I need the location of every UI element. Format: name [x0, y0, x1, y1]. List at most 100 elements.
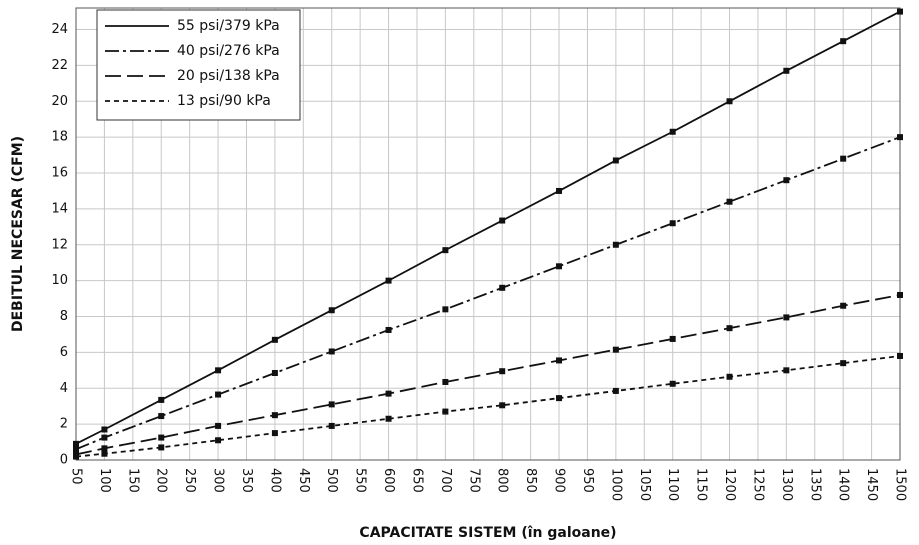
y-tick-label: 16 — [51, 166, 68, 181]
data-point — [158, 444, 165, 451]
x-tick-label: 1450 — [864, 468, 879, 501]
data-point — [442, 408, 449, 415]
data-point — [612, 157, 619, 164]
data-point — [783, 177, 790, 184]
data-point — [442, 247, 449, 254]
data-point — [556, 187, 563, 194]
x-tick-label: 500 — [324, 468, 339, 493]
data-point — [669, 380, 676, 387]
plot-border — [75, 7, 901, 461]
data-point — [385, 277, 392, 284]
legend-label: 40 psi/276 kPa — [177, 43, 280, 59]
data-point — [73, 453, 79, 460]
y-tick-label: 6 — [60, 345, 68, 360]
data-point — [897, 134, 903, 141]
data-point — [783, 314, 790, 321]
x-tick-label: 1400 — [836, 468, 851, 501]
data-point — [158, 396, 165, 403]
y-tick-label: 8 — [60, 309, 68, 324]
x-tick-label: 600 — [381, 468, 396, 493]
x-tick-label: 900 — [552, 468, 567, 493]
data-point — [328, 401, 335, 408]
series-line — [75, 294, 901, 456]
x-tick-label: 1350 — [807, 468, 822, 501]
data-point — [556, 263, 563, 270]
y-tick-label: 2 — [60, 417, 68, 432]
data-point — [442, 378, 449, 385]
data-point — [271, 412, 278, 419]
data-point — [669, 220, 676, 227]
y-tick-label: 22 — [51, 58, 68, 73]
x-tick-label: 1000 — [608, 468, 623, 501]
data-point — [73, 446, 79, 453]
data-point — [215, 437, 222, 444]
legend-label: 55 psi/379 kPa — [177, 18, 280, 34]
data-point — [783, 367, 790, 374]
data-point — [73, 440, 79, 447]
x-tick-label: 100 — [97, 468, 112, 493]
data-point — [215, 391, 222, 398]
data-point — [783, 67, 790, 74]
y-axis-title: DEBITUL NECESAR (CFM) — [10, 136, 26, 332]
y-tick-label: 12 — [51, 237, 68, 252]
data-point — [612, 241, 619, 248]
data-point — [328, 348, 335, 355]
x-tick-label: 1250 — [750, 468, 765, 501]
data-point — [271, 336, 278, 343]
x-tick-label: 250 — [182, 468, 197, 493]
x-tick-label: 1200 — [722, 468, 737, 501]
x-tick-label: 50 — [69, 468, 84, 485]
y-tick-label: 10 — [51, 273, 68, 288]
data-point — [726, 198, 733, 205]
legend-box — [96, 9, 301, 121]
data-point — [101, 445, 108, 452]
x-tick-label: 450 — [296, 468, 311, 493]
x-tick-label: 300 — [211, 468, 226, 493]
data-point — [840, 302, 847, 309]
data-point — [271, 430, 278, 437]
data-point — [499, 402, 506, 409]
data-point — [215, 422, 222, 429]
x-tick-label: 1050 — [637, 468, 652, 501]
y-tick-label: 14 — [51, 201, 68, 216]
x-tick-label: 1150 — [694, 468, 709, 501]
data-point — [669, 128, 676, 135]
data-point — [612, 387, 619, 394]
data-point — [669, 335, 676, 342]
data-point — [215, 367, 222, 374]
x-axis-title: CAPACITATE SISTEM (în galoane) — [359, 525, 616, 541]
x-tick-label: 700 — [438, 468, 453, 493]
y-tick-label: 24 — [51, 22, 68, 37]
x-tick-label: 550 — [353, 468, 368, 493]
x-tick-label: 200 — [154, 468, 169, 493]
data-point — [499, 217, 506, 224]
data-point — [385, 390, 392, 397]
data-point — [499, 284, 506, 291]
data-point — [556, 357, 563, 364]
data-point — [271, 370, 278, 377]
x-tick-label: 750 — [466, 468, 481, 493]
legend-label: 13 psi/90 kPa — [177, 93, 271, 109]
data-point — [897, 8, 903, 15]
data-point — [385, 415, 392, 422]
data-point — [158, 413, 165, 420]
legend-label: 20 psi/138 kPa — [177, 68, 280, 84]
x-tick-label: 850 — [523, 468, 538, 493]
data-point — [726, 98, 733, 105]
data-point — [101, 450, 108, 457]
x-tick-label: 1500 — [893, 468, 908, 501]
x-tick-label: 1300 — [779, 468, 794, 501]
data-point — [158, 434, 165, 441]
data-point — [897, 352, 903, 359]
data-point — [442, 306, 449, 313]
y-tick-label: 4 — [60, 381, 68, 396]
data-point — [726, 325, 733, 332]
data-point — [556, 395, 563, 402]
data-point — [897, 291, 903, 298]
x-tick-label: 800 — [495, 468, 510, 493]
x-tick-label: 150 — [125, 468, 140, 493]
data-point — [385, 326, 392, 333]
y-tick-label: 18 — [51, 130, 68, 145]
x-tick-label: 350 — [239, 468, 254, 493]
